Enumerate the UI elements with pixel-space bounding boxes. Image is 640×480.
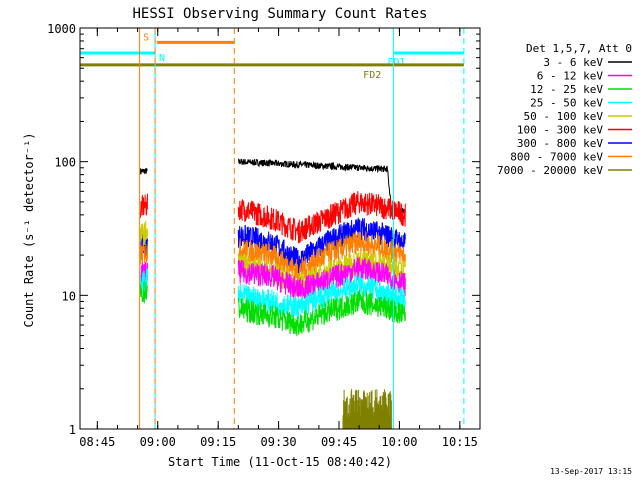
flag-label: FD1 [387,57,405,68]
series-25-50keV [139,268,406,320]
series-line [237,217,406,274]
legend-header: Det 1,5,7, Att 0 [526,42,632,55]
series-100-300keV [139,191,406,244]
legend-label: 25 - 50 keV [530,97,603,110]
y-tick-label: 1000 [47,22,76,36]
x-axis-label: Start Time (11-Oct-15 08:40:42) [168,455,392,469]
flag-label: N [159,53,165,64]
x-tick-label: 10:00 [381,435,417,449]
series-layer [139,158,406,429]
legend-label: 800 - 7000 keV [510,151,603,164]
chart-title: HESSI Observing Summary Count Rates [132,6,427,22]
series-line [139,220,148,246]
x-tick-label: 09:00 [140,435,176,449]
series-line [237,231,406,283]
series-line [139,281,148,304]
series-line [139,268,148,294]
series-3-6keV [139,158,406,216]
x-tick-label: 08:45 [79,435,115,449]
x-tick-label: 09:30 [261,435,297,449]
flags-layer: SN FD1 FD2 [80,32,464,81]
x-axis: 08:45 09:00 09:15 09:30 09:45 10:00 10:15 [79,28,481,449]
series-line [139,168,148,175]
legend-label: 12 - 25 keV [530,83,603,96]
legend-label: 300 - 800 keV [517,137,603,150]
legend-label: 7000 - 20000 keV [497,164,603,177]
plot-frame [79,27,481,430]
series-line [237,191,406,244]
legend-label: 100 - 300 keV [517,124,603,137]
y-tick-label: 1 [69,423,76,437]
y-tick-label: 10 [62,289,76,303]
flag-label: S [143,32,149,43]
series-line [238,158,406,216]
series-800-7000keV [139,231,406,283]
y-axis-label: Count Rate (s⁻¹ detector⁻¹) [22,132,36,327]
x-tick-label: 09:45 [321,435,357,449]
series-line [139,193,148,218]
y-axis: 1 10 100 1000 [47,22,480,437]
x-tick-label: 10:15 [442,435,478,449]
legend-label: 3 - 6 keV [543,56,603,69]
legend-label: 50 - 100 keV [524,110,604,123]
series-line [237,273,406,320]
x-tick-label: 09:15 [200,435,236,449]
series-12-25keV [139,281,406,337]
series-7000-20000keV [342,388,392,429]
flag-label: FD2 [363,70,381,81]
legend-label: 6 - 12 keV [537,70,604,83]
series-bars [342,388,392,429]
footer-timestamp: 13-Sep-2017 13:15 [550,467,632,476]
series-line [237,289,406,337]
y-tick-label: 100 [54,156,76,170]
series-line [139,242,148,265]
